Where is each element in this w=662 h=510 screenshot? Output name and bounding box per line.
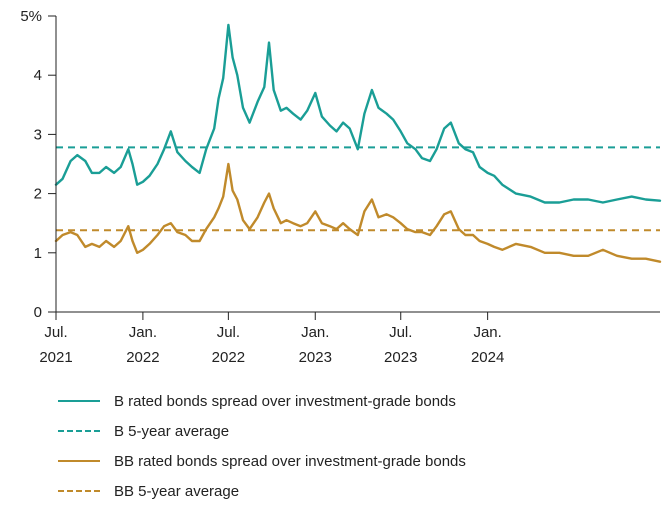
x-tick-label-month: Jul. <box>389 324 412 341</box>
series-0-line <box>54 23 662 204</box>
y-tick-label: 2 <box>34 186 42 203</box>
legend-label-b-average: B 5-year average <box>114 422 230 440</box>
legend-item-bb-spread: BB rated bonds spread over investment-gr… <box>58 450 466 472</box>
legend-item-bb-average: BB 5-year average <box>58 480 466 502</box>
x-tick-label-year: 2022 <box>212 349 245 366</box>
x-axis-ticks: Jul. 2021 Jan. 2022 Jul. 2022 Jan. 2023 Jul. 2023… <box>39 312 504 366</box>
legend-swatch-b-spread <box>58 400 100 402</box>
x-tick-label-month: Jan. <box>473 324 501 341</box>
y-tick-label: 3 <box>34 126 42 143</box>
legend-swatch-bb-average <box>58 490 100 492</box>
legend: B rated bonds spread over investment-gra… <box>58 390 466 510</box>
series-2-line <box>54 162 662 263</box>
x-tick-label-year: 2022 <box>126 349 159 366</box>
y-axis-ticks: 0 1 2 3 4 5% <box>20 8 56 321</box>
legend-swatch-b-average <box>58 430 100 432</box>
y-tick-label: 5% <box>20 8 42 25</box>
legend-item-b-spread: B rated bonds spread over investment-gra… <box>58 390 466 412</box>
x-tick-label-year: 2023 <box>299 349 332 366</box>
spread-line-chart: 0 1 2 3 4 5% Jul. 2021 Jan. 2022 Jul. 2022 Jan. 2023… <box>20 8 662 366</box>
x-tick-label-year: 2023 <box>384 349 417 366</box>
y-tick-label: 0 <box>34 304 42 321</box>
x-tick-label-year: 2021 <box>39 349 72 366</box>
x-tick-label-year: 2024 <box>471 349 504 366</box>
legend-item-b-average: B 5-year average <box>58 420 466 442</box>
legend-label-bb-average: BB 5-year average <box>114 482 240 500</box>
y-tick-label: 4 <box>34 67 42 84</box>
x-tick-label-month: Jul. <box>44 324 67 341</box>
legend-label-bb-spread: BB rated bonds spread over investment-gr… <box>114 452 466 470</box>
legend-label-b-spread: B rated bonds spread over investment-gra… <box>114 392 456 410</box>
legend-swatch-bb-spread <box>58 460 100 462</box>
y-tick-label: 1 <box>34 245 42 262</box>
x-tick-label-month: Jul. <box>217 324 240 341</box>
x-tick-label-month: Jan. <box>129 324 157 341</box>
x-tick-label-month: Jan. <box>301 324 329 341</box>
series-layer <box>54 23 662 263</box>
